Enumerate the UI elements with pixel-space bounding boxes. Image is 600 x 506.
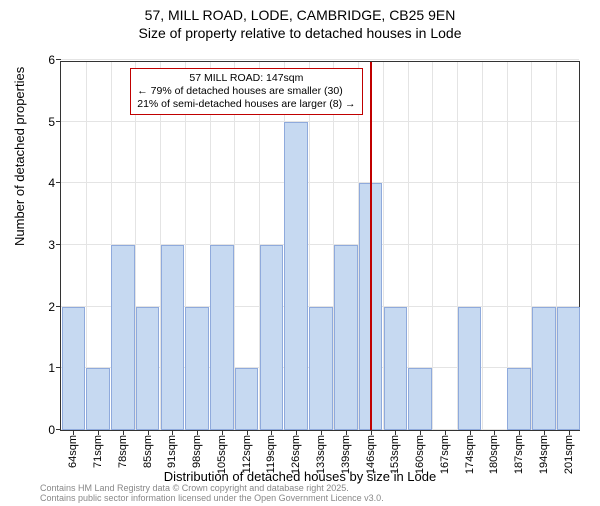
gridline-horizontal: [61, 121, 579, 122]
gridline-horizontal: [61, 244, 579, 245]
ytick-mark: [56, 367, 61, 368]
bar: [532, 307, 556, 430]
bar: [161, 245, 185, 430]
bar: [111, 245, 135, 430]
ytick-label: 6: [48, 53, 55, 67]
ytick-mark: [56, 244, 61, 245]
bar: [557, 307, 581, 430]
xtick-label: 64sqm: [67, 435, 79, 468]
ytick-label: 4: [48, 176, 55, 190]
xtick-label: 78sqm: [117, 435, 129, 468]
ytick-mark: [56, 429, 61, 430]
bar: [136, 307, 160, 430]
ytick-label: 1: [48, 361, 55, 375]
chart-container: 57, MILL ROAD, LODE, CAMBRIDGE, CB25 9EN…: [0, 6, 600, 506]
bar: [309, 307, 333, 430]
ytick-label: 2: [48, 300, 55, 314]
ytick-label: 0: [48, 423, 55, 437]
xtick-label: 119sqm: [265, 435, 277, 473]
footer-attribution: Contains HM Land Registry data © Crown c…: [40, 484, 384, 504]
annotation-line: ← 79% of detached houses are smaller (30…: [137, 85, 355, 98]
xtick-label: 91sqm: [166, 435, 178, 468]
ytick-mark: [56, 59, 61, 60]
bar: [384, 307, 408, 430]
bar: [458, 307, 482, 430]
bar: [507, 368, 531, 430]
annotation-line: 21% of semi-detached houses are larger (…: [137, 98, 355, 111]
ytick-mark: [56, 306, 61, 307]
ytick-mark: [56, 121, 61, 122]
bar: [86, 368, 110, 430]
ytick-label: 3: [48, 238, 55, 252]
gridline-horizontal: [61, 182, 579, 183]
bar: [235, 368, 259, 430]
ytick-label: 5: [48, 115, 55, 129]
marker-annotation: 57 MILL ROAD: 147sqm← 79% of detached ho…: [130, 68, 362, 115]
gridline-vertical: [432, 62, 433, 430]
xtick-label: 98sqm: [191, 435, 203, 468]
annotation-line: 57 MILL ROAD: 147sqm: [137, 72, 355, 85]
bar: [284, 122, 308, 430]
bar: [185, 307, 209, 430]
bar: [334, 245, 358, 430]
footer-line2: Contains public sector information licen…: [40, 494, 384, 504]
bar: [62, 307, 86, 430]
chart-title: 57, MILL ROAD, LODE, CAMBRIDGE, CB25 9EN…: [0, 6, 600, 42]
title-line2: Size of property relative to detached ho…: [0, 24, 600, 42]
bar: [210, 245, 234, 430]
gridline-horizontal: [61, 59, 579, 60]
marker-line: [370, 62, 372, 430]
bar: [408, 368, 432, 430]
xtick-label: 71sqm: [92, 435, 104, 468]
gridline-vertical: [482, 62, 483, 430]
y-axis-label: Number of detached properties: [12, 67, 27, 246]
bar: [260, 245, 284, 430]
xtick-label: 112sqm: [241, 435, 253, 473]
chart-plot-area: 012345664sqm71sqm78sqm85sqm91sqm98sqm105…: [60, 61, 580, 431]
x-axis-label: Distribution of detached houses by size …: [0, 469, 600, 484]
xtick-label: 85sqm: [142, 435, 154, 468]
title-line1: 57, MILL ROAD, LODE, CAMBRIDGE, CB25 9EN: [0, 6, 600, 24]
ytick-mark: [56, 182, 61, 183]
